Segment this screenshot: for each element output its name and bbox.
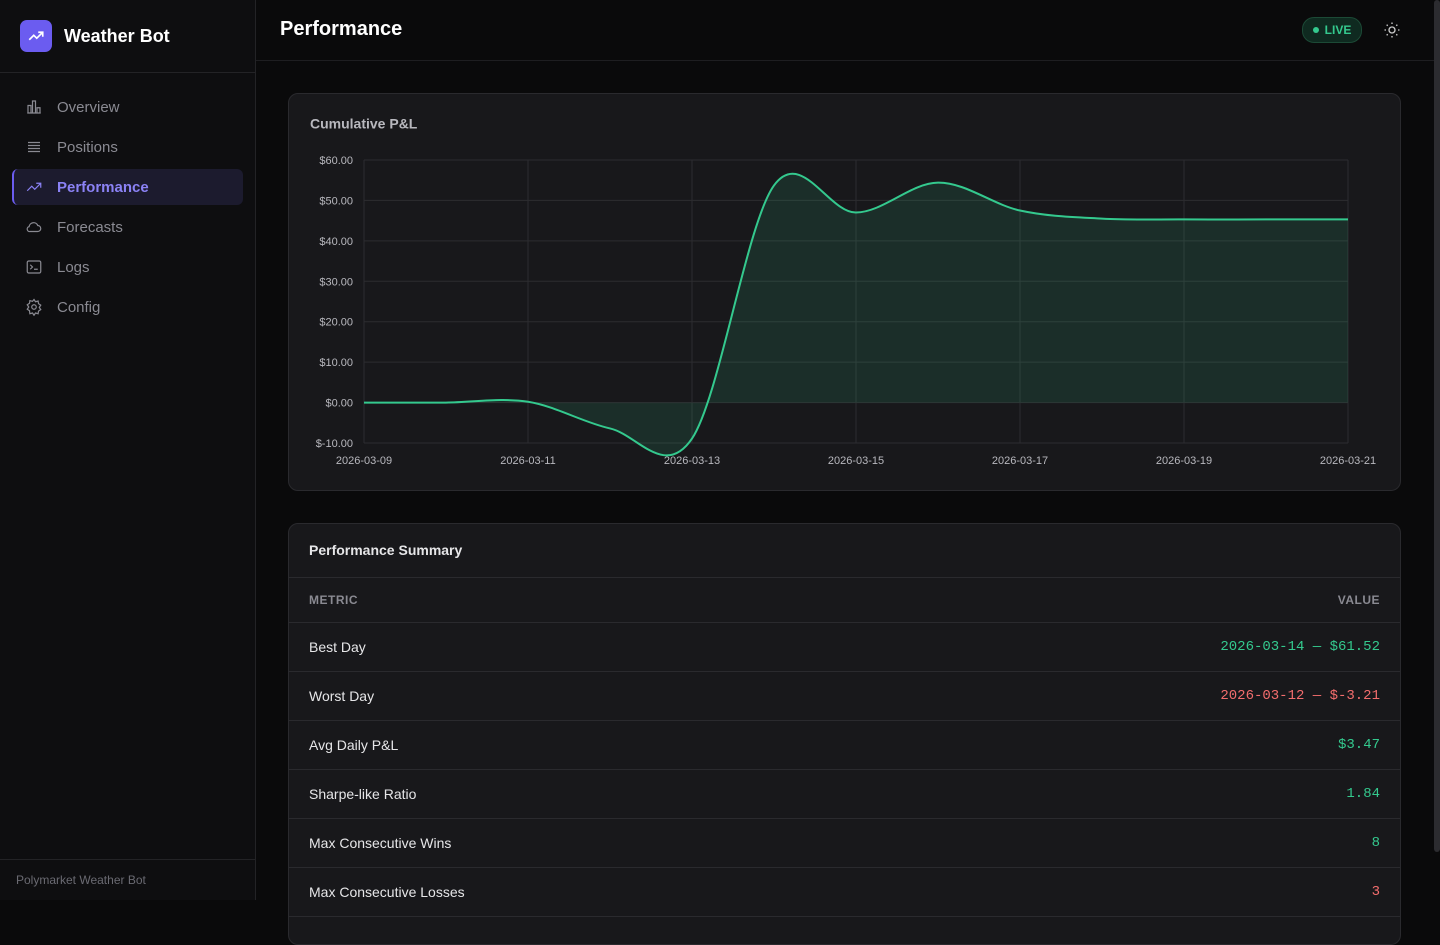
table-title: Performance Summary [289,524,1400,578]
x-tick-label: 2026-03-19 [1156,455,1212,467]
theme-toggle[interactable] [1383,21,1401,39]
x-tick-label: 2026-03-11 [500,455,555,467]
status-text: LIVE [1324,23,1352,37]
summary-card: Performance Summary METRIC VALUE Best Day 2… [288,523,1401,945]
metric: Best Day [309,639,366,655]
logo [20,20,52,52]
table-header: METRIC VALUE [289,578,1400,623]
brand: Weather Bot [0,0,255,73]
value: 2026-03-14 — $61.52 [1220,639,1380,655]
x-tick-label: 2026-03-09 [336,455,392,467]
nav-label: Performance [57,178,149,196]
y-tick-label: $60.00 [319,155,353,167]
sidebar: Weather Bot Overview Positions Performance… [0,0,256,900]
metric: Sharpe-like Ratio [309,786,417,802]
page-title: Performance [280,18,403,40]
status-badge: LIVE [1302,17,1362,43]
nav-item[interactable]: Forecasts [12,209,243,245]
value: $3.47 [1337,737,1380,753]
column-header: METRIC [309,593,358,607]
table-row: Best Day 2026-03-14 — $61.52 [289,623,1400,672]
table-row: Max Consecutive Losses 3 [289,868,1400,917]
nav-label: Config [57,298,101,316]
y-tick-label: $20.00 [319,317,353,329]
table-row: Avg Daily P&L $3.47 [289,721,1400,770]
metric: Avg Daily P&L [309,737,399,753]
scrollbar [1434,0,1440,852]
nav-item[interactable]: Performance [12,169,243,205]
footer: Polymarket Weather Bot [0,859,255,900]
nav: Overview Positions Performance Forecasts Log… [0,73,255,345]
nav-item[interactable]: Config [12,289,243,325]
x-tick-label: 2026-03-13 [664,455,720,467]
y-tick-label: $40.00 [319,236,353,248]
y-tick-label: $0.00 [325,398,353,410]
line [363,172,1348,457]
metric: Max Consecutive Wins [309,835,452,851]
y-tick-label: $50.00 [319,195,353,207]
app-name: Weather Bot [64,25,170,46]
y-tick-label: $10.00 [319,357,353,369]
value: 3 [1371,884,1380,900]
area [364,173,1348,456]
value: 1.84 [1346,786,1380,802]
header: Performance LIVE [256,0,1440,61]
column-header: VALUE [1337,593,1380,607]
table-row: Sharpe-like Ratio 1.84 [289,770,1400,819]
x-tick-label: 2026-03-21 [1320,455,1376,467]
nav-item[interactable]: Logs [12,249,243,285]
nav-label: Positions [57,138,118,156]
nav-label: Logs [57,258,90,276]
value: 2026-03-12 — $-3.21 [1220,688,1380,704]
y-tick-label: $-10.00 [316,438,353,450]
y-tick-label: $30.00 [319,276,353,288]
chart-card: Cumulative P&L $-10.00 $0.00 $10.00 $20.00 $… [288,93,1401,491]
chart: Cumulative P&L $-10.00 $0.00 $10.00 $20.00 $… [310,116,1376,467]
table-row: Worst Day 2026-03-12 — $-3.21 [289,672,1400,721]
value: 8 [1371,835,1380,851]
nav-item[interactable]: Positions [12,129,243,165]
table-row: Max Consecutive Wins 8 [289,819,1400,868]
chart-title: Cumulative P&L [310,116,418,132]
x-tick-label: 2026-03-15 [828,455,884,467]
table: METRIC VALUE Best Day 2026-03-14 — $61.52 Wo… [289,578,1400,917]
nav-item[interactable]: Overview [12,89,243,125]
x-tick-label: 2026-03-17 [992,455,1048,467]
metric: Worst Day [309,688,375,704]
metric: Max Consecutive Losses [309,884,465,900]
nav-label: Overview [57,98,120,116]
nav-label: Forecasts [57,218,123,236]
